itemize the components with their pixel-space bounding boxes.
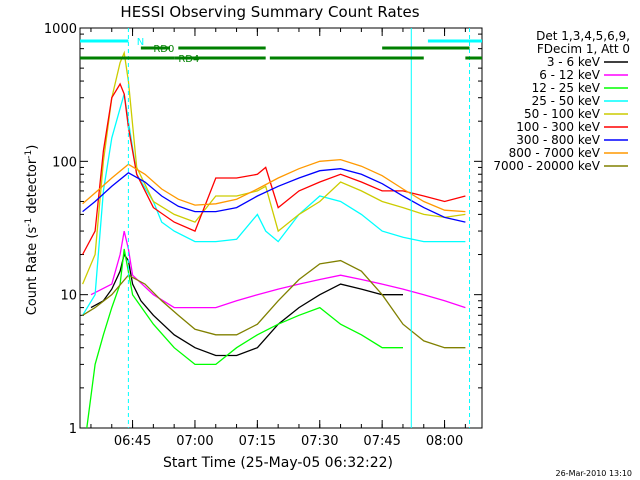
plot-frame [79, 27, 483, 429]
x-tick-label: 07:30 [301, 434, 338, 449]
legend-item-label: 12 - 25 keV [532, 81, 601, 95]
series-line [86, 248, 403, 429]
legend-item-label: 25 - 50 keV [532, 94, 601, 108]
x-tick-label: 08:00 [426, 434, 463, 449]
series-line [90, 252, 403, 357]
series-line [82, 50, 466, 285]
y-tick-label: 1000 [44, 22, 77, 37]
x-tick-label: 07:45 [363, 434, 400, 449]
footer-timestamp: 26-Mar-2010 13:10 [556, 469, 633, 478]
x-axis-label: Start Time (25-May-05 06:32:22) [163, 455, 393, 471]
series-line [82, 259, 466, 349]
legend-header-1: Det 1,3,4,5,6,9, [536, 29, 630, 43]
y-axis-label-mid: detector [25, 158, 40, 218]
series-line [82, 93, 466, 316]
legend: Det 1,3,4,5,6,9, FDecim 1, Att 0 3 - 6 k… [493, 29, 630, 173]
legend-item-label: 6 - 12 keV [539, 68, 601, 82]
status-bar-label: RD4 [178, 54, 199, 65]
status-bar-label: N [137, 37, 144, 48]
y-tick-label: 100 [52, 155, 77, 170]
series-line [90, 230, 466, 309]
legend-item-label: 800 - 7000 keV [509, 146, 601, 160]
legend-item-label: 300 - 800 keV [516, 133, 600, 147]
legend-item-label: 7000 - 20000 keV [493, 159, 600, 173]
y-axis-label: Count Rate (s-1 detector-1) [24, 145, 40, 316]
legend-item-label: 50 - 100 keV [524, 107, 601, 121]
chart-title: HESSI Observing Summary Count Rates [120, 3, 419, 21]
status-bar-label: RD0 [153, 44, 174, 55]
series-line [82, 168, 466, 223]
y-tick-label: 1 [69, 422, 77, 437]
plot-area: 1 10 100 1000 06:45 07:00 07:15 07:30 07:45 08:00… [44, 22, 483, 449]
y-axis-label-end: ) [25, 145, 40, 150]
legend-item-label: 100 - 300 keV [516, 120, 600, 134]
y-axis-label-main: Count Rate (s [25, 227, 40, 316]
legend-item-label: 3 - 6 keV [547, 55, 601, 69]
legend-header-2: FDecim 1, Att 0 [537, 42, 630, 56]
y-axis-label-sup2: -1 [24, 150, 34, 159]
series-line [82, 158, 466, 213]
x-tick-label: 06:45 [114, 434, 151, 449]
y-tick-label: 10 [60, 289, 77, 304]
x-tick-label: 07:00 [176, 434, 213, 449]
y-axis-label-sup1: -1 [24, 218, 34, 227]
x-tick-label: 07:15 [239, 434, 276, 449]
series-line [82, 82, 466, 255]
